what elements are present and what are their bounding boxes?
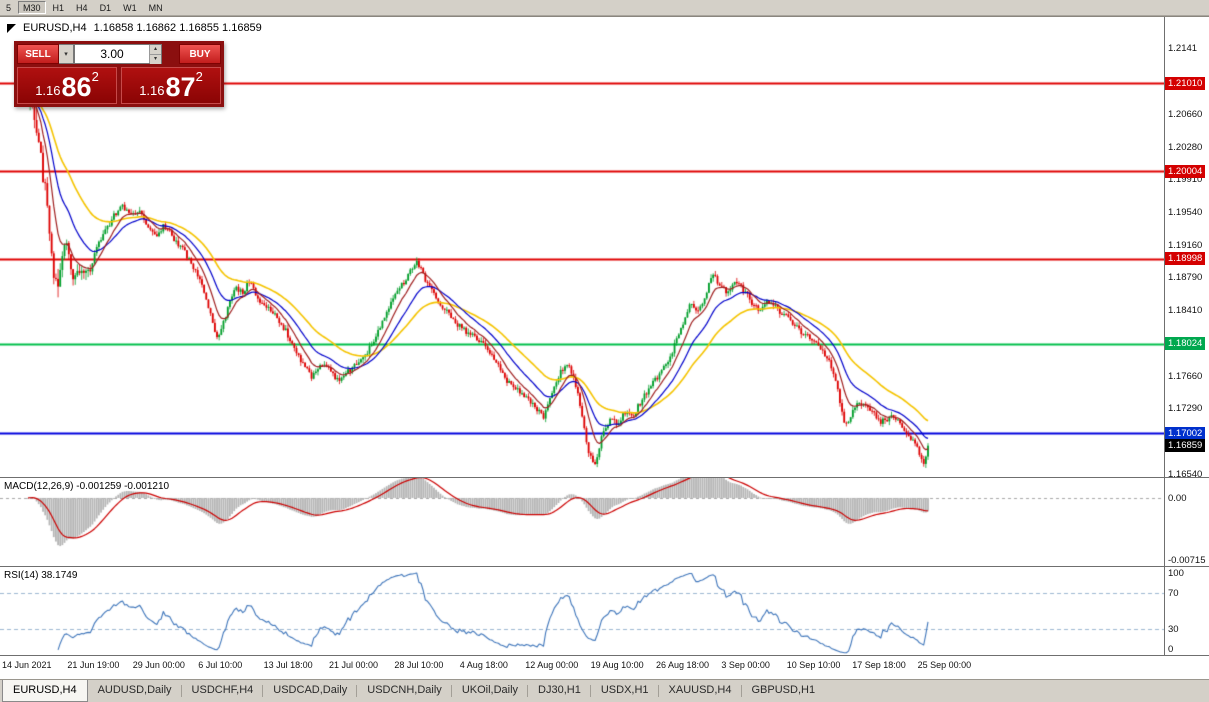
time-axis-label: 17 Sep 18:00 [852,660,906,670]
rsi-scale-label: 0 [1168,644,1174,655]
rsi-label: RSI(14) 38.1749 [4,570,78,581]
price-badge-1-21010: 1.21010 [1165,76,1206,90]
price-scale-main: 1.2141 1.20660 1.20280 1.19910 1.19540 1.1916… [1165,17,1209,477]
price-tick: 1.18410 [1168,305,1203,317]
macd-label: MACD(12,26,9) -0.001259 -0.001210 [4,481,170,492]
price-tick: 1.20280 [1168,142,1203,154]
time-axis-label: 26 Aug 18:00 [656,660,710,670]
tab-usdchf-h4[interactable]: USDCHF,H4 [182,680,264,702]
price-badge-1-18998: 1.18998 [1165,252,1206,266]
time-axis-label: 3 Sep 00:00 [721,660,770,670]
tab-audusd-daily[interactable]: AUDUSD,Daily [88,680,182,702]
rsi-scale-label: 70 [1168,588,1179,600]
macd-indicator-pane[interactable]: MACD(12,26,9) -0.001259 -0.001210 [0,477,1164,566]
tab-usdcad-daily[interactable]: USDCAD,Daily [263,680,358,702]
timeframe-button-m30[interactable]: M30 [18,1,46,14]
ask-price-big-digits: 87 [165,72,196,102]
time-axis-label: 14 Jun 2021 [2,660,52,670]
chart-shift-marker-icon [7,23,16,33]
timeframe-button-mn[interactable]: MN [148,2,163,13]
macd-canvas[interactable] [0,478,1164,566]
bid-price-pip-fraction: 2 [91,69,99,84]
timeframe-button-h1[interactable]: H1 [52,2,65,13]
tab-dj30-h1[interactable]: DJ30,H1 [528,680,591,702]
buy-price-button[interactable]: 1.16 87 2 [121,67,221,104]
trade-panel-price-row: 1.16 86 2 1.16 87 2 [17,67,221,104]
time-axis-label: 25 Sep 00:00 [917,660,972,670]
price-tick: 1.18790 [1168,272,1203,284]
price-scale-rsi: 100 70 30 0 [1165,566,1209,655]
volume-down-button[interactable]: ▾ [150,55,161,64]
time-axis-label: 12 Aug 00:00 [525,660,579,670]
tab-usdx-h1[interactable]: USDX,H1 [591,680,659,702]
tab-usdcnh-daily[interactable]: USDCNH,Daily [357,680,452,702]
volume-dropdown-button[interactable]: ▾ [59,44,74,64]
sell-price-button[interactable]: 1.16 86 2 [17,67,117,104]
chart-tabs-bar: EURUSD,H4 AUDUSD,Daily USDCHF,H4 USDCAD,Dai… [0,679,1209,702]
price-tick: 1.19540 [1168,206,1203,218]
time-axis-label: 21 Jun 19:00 [67,660,120,670]
time-axis-label: 4 Aug 18:00 [459,660,508,670]
time-axis-label: 29 Jun 00:00 [132,660,185,670]
timeframe-button-d1[interactable]: D1 [99,2,112,13]
time-axis-label: 28 Jul 10:00 [394,660,444,670]
price-badge-1-16859: 1.16859 [1165,439,1206,453]
price-tick: 1.19160 [1168,239,1203,251]
time-axis-label: 21 Jul 00:00 [329,660,379,670]
chart-ohlc-values: 1.16858 1.16862 1.16855 1.16859 [93,22,262,34]
main-price-pane[interactable]: EURUSD,H4 1.16858 1.16862 1.16855 1.1685… [0,17,1164,477]
price-tick: 1.16540 [1168,468,1203,478]
rsi-canvas[interactable] [0,567,1164,655]
tab-gbpusd-h1[interactable]: GBPUSD,H1 [751,684,816,696]
trade-panel-top-row: SELL ▾ ▴ ▾ BUY [17,44,221,64]
price-tick: 1.17660 [1168,370,1203,382]
time-axis-label: 10 Sep 10:00 [786,660,841,670]
bid-price-big-digits: 86 [61,72,92,102]
sell-button[interactable]: SELL [17,44,59,64]
rsi-scale-label: 100 [1168,568,1184,579]
chart-window: EURUSD,H4 1.16858 1.16862 1.16855 1.1685… [0,16,1209,680]
ask-price-pip-fraction: 2 [195,69,203,84]
chart-title: EURUSD,H4 1.16858 1.16862 1.16855 1.1685… [7,22,262,34]
tab-ukoil-daily[interactable]: UKOil,Daily [452,680,529,702]
timeframe-button-h4[interactable]: H4 [76,2,88,13]
price-badge-1-18024: 1.18024 [1165,337,1206,351]
volume-up-button[interactable]: ▴ [150,45,161,55]
ask-price-prefix: 1.16 [139,83,165,98]
price-tick: 1.17290 [1168,403,1203,415]
price-badge-1-20004: 1.20004 [1165,164,1206,178]
price-scale-macd: 0.00 -0.00715 [1165,477,1209,566]
time-axis[interactable]: 14 Jun 2021 21 Jun 19:00 29 Jun 00:00 6 Jul… [0,655,1209,680]
tab-eurusd-h4[interactable]: EURUSD,H4 [2,680,88,702]
macd-scale-label: 0.00 [1168,492,1187,504]
time-axis-label: 13 Jul 18:00 [263,660,313,670]
price-tick: 1.20660 [1168,108,1203,120]
rsi-scale-label: 30 [1168,623,1179,635]
time-axis-label: 19 Aug 10:00 [590,660,644,670]
macd-scale-label: -0.00715 [1168,555,1206,566]
price-tick: 1.2141 [1168,43,1198,55]
price-tick: 1.19910 [1168,174,1203,186]
price-scale[interactable]: 1.2141 1.20660 1.20280 1.19910 1.19540 1.1916… [1164,17,1209,655]
buy-button[interactable]: BUY [179,44,221,64]
volume-spinner: ▴ ▾ [149,45,161,64]
timeframe-button-5[interactable]: 5 [6,2,12,13]
one-click-trading-panel: SELL ▾ ▴ ▾ BUY [14,41,224,107]
rsi-indicator-pane[interactable]: RSI(14) 38.1749 [0,566,1164,655]
timeframe-button-w1[interactable]: W1 [123,2,137,13]
timeframe-toolbar: 5 M30 H1 H4 D1 W1 MN [0,0,1209,16]
tab-xauusd-h4[interactable]: XAUUSD,H4 [659,680,742,702]
bid-price-prefix: 1.16 [35,83,61,98]
price-badge-1-17002: 1.17002 [1165,426,1206,440]
chart-symbol-label: EURUSD,H4 [23,22,87,34]
volume-field: ▴ ▾ [74,44,162,64]
time-axis-label: 6 Jul 10:00 [198,660,243,670]
volume-input[interactable] [75,45,149,63]
chevron-down-icon: ▾ [64,51,68,58]
